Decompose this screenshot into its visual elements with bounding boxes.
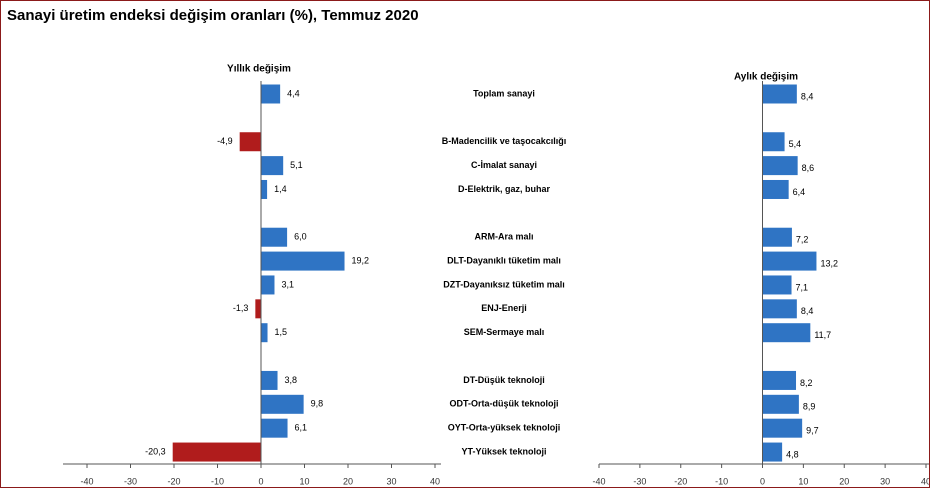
category-label: Toplam sanayi xyxy=(473,88,535,98)
x-tick-label: 0 xyxy=(258,476,263,486)
bar xyxy=(762,442,783,462)
value-label: -20,3 xyxy=(145,446,166,456)
bar xyxy=(762,84,797,104)
value-label: 1,5 xyxy=(275,327,288,337)
value-label: 6,0 xyxy=(294,232,307,242)
bar xyxy=(762,156,798,176)
x-tick-label: -20 xyxy=(167,476,180,486)
x-tick-label: 10 xyxy=(798,476,808,486)
chart-subtitle: Yıllık değişim xyxy=(227,64,291,75)
category-label: ODT-Orta-düşük teknoloji xyxy=(449,399,558,409)
category-label: D-Elektrik, gaz, buhar xyxy=(458,184,551,194)
x-tick-label: -30 xyxy=(633,476,646,486)
x-tick-label: 20 xyxy=(839,476,849,486)
category-label: DZT-Dayanıksız tüketim malı xyxy=(443,279,565,289)
category-label: DT-Düşük teknoloji xyxy=(463,375,545,385)
bar xyxy=(762,275,792,295)
value-label: 19,2 xyxy=(352,255,370,265)
value-label: 8,2 xyxy=(800,378,813,388)
bar xyxy=(762,179,789,199)
chart-subtitle: Aylık değişim xyxy=(734,72,798,83)
value-label: 11,7 xyxy=(814,330,831,340)
value-label: 4,8 xyxy=(786,449,799,459)
x-tick-label: -30 xyxy=(124,476,137,486)
x-tick-label: -20 xyxy=(674,476,687,486)
x-tick-label: -10 xyxy=(211,476,224,486)
category-label: SEM-Sermaye malı xyxy=(464,327,545,337)
bar xyxy=(261,418,288,438)
value-label: 6,1 xyxy=(295,423,308,433)
bar xyxy=(762,323,811,343)
value-label: 9,7 xyxy=(806,426,819,436)
bar xyxy=(762,299,797,319)
value-label: 1,4 xyxy=(274,184,287,194)
bar xyxy=(255,299,261,319)
bar xyxy=(261,370,278,390)
value-label: 5,4 xyxy=(789,139,802,149)
bar xyxy=(261,227,288,247)
bar xyxy=(762,251,817,271)
bar xyxy=(261,394,304,414)
x-tick-label: 0 xyxy=(760,476,765,486)
value-label: 6,4 xyxy=(793,187,806,197)
x-tick-label: 20 xyxy=(343,476,353,486)
value-label: -4,9 xyxy=(217,136,233,146)
x-tick-label: 30 xyxy=(880,476,890,486)
value-label: 8,4 xyxy=(801,91,814,101)
bar xyxy=(172,442,261,462)
value-label: 3,1 xyxy=(281,279,294,289)
value-label: 4,4 xyxy=(287,88,300,98)
bar xyxy=(261,179,268,199)
value-label: 7,2 xyxy=(796,235,809,245)
category-label: DLT-Dayanıklı tüketim malı xyxy=(447,255,561,265)
category-label: ENJ-Enerji xyxy=(481,303,527,313)
bar xyxy=(762,370,797,390)
x-tick-label: -10 xyxy=(715,476,728,486)
x-tick-label: -40 xyxy=(80,476,93,486)
category-label: B-Madencilik ve taşocakcılığı xyxy=(442,136,567,146)
bar xyxy=(762,227,792,247)
value-label: 8,4 xyxy=(801,306,814,316)
bar xyxy=(762,132,785,152)
category-label: OYT-Orta-yüksek teknoloji xyxy=(448,423,561,433)
bar xyxy=(261,323,268,343)
value-label: 13,2 xyxy=(820,258,838,268)
bar xyxy=(261,84,281,104)
bar xyxy=(261,156,284,176)
x-tick-label: 40 xyxy=(921,476,929,486)
bar xyxy=(261,275,275,295)
value-label: 5,1 xyxy=(290,160,303,170)
x-tick-label: -40 xyxy=(592,476,605,486)
chart-title: Sanayi üretim endeksi değişim oranları (… xyxy=(7,7,419,24)
value-label: 7,1 xyxy=(796,282,809,292)
x-tick-label: 30 xyxy=(386,476,396,486)
value-label: 8,9 xyxy=(803,402,816,412)
bar xyxy=(762,394,799,414)
value-label: 9,8 xyxy=(311,399,324,409)
category-label: ARM-Ara malı xyxy=(474,232,533,242)
category-label: YT-Yüksek teknoloji xyxy=(461,446,546,456)
bar xyxy=(239,132,261,152)
value-label: 3,8 xyxy=(285,375,298,385)
x-tick-label: 10 xyxy=(299,476,309,486)
value-label: 8,6 xyxy=(802,163,815,173)
x-tick-label: 40 xyxy=(430,476,440,486)
bar xyxy=(261,251,345,271)
bar xyxy=(762,418,803,438)
category-label: C-İmalat sanayi xyxy=(471,160,537,170)
value-label: -1,3 xyxy=(233,303,249,313)
